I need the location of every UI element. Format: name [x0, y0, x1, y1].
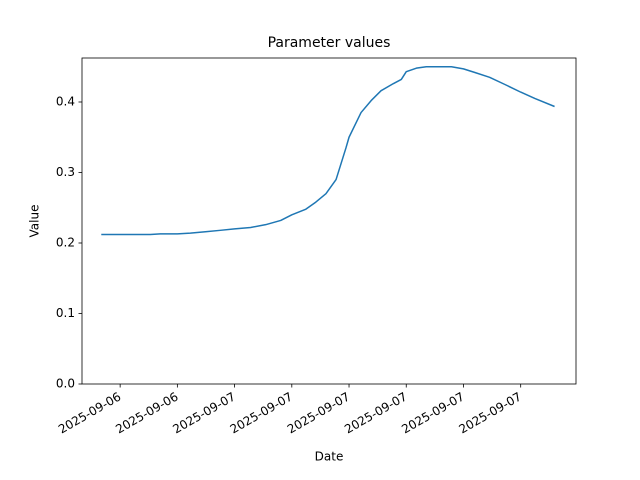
- x-tick-label: 2025-09-07: [170, 390, 237, 437]
- y-tick-label: 0.0: [56, 377, 75, 391]
- y-axis-label: Value: [28, 205, 42, 238]
- y-tick-label: 0.4: [56, 94, 75, 108]
- y-tick-label: 0.3: [56, 165, 75, 179]
- x-tick-label: 2025-09-07: [399, 390, 466, 437]
- x-tick-label: 2025-09-07: [285, 390, 352, 437]
- x-tick-label: 2025-09-06: [56, 390, 123, 437]
- chart-title: Parameter values: [268, 35, 391, 51]
- x-tick-label: 2025-09-07: [228, 390, 295, 437]
- data-line: [101, 65, 555, 236]
- x-tick-label: 2025-09-07: [457, 390, 524, 437]
- plot-frame: [81, 57, 577, 385]
- x-axis-label: Date: [315, 450, 344, 464]
- y-tick-label: 0.1: [56, 306, 75, 320]
- x-tick-label: 2025-09-07: [342, 390, 409, 437]
- x-tick-label: 2025-09-06: [113, 390, 180, 437]
- y-tick-label: 0.2: [56, 235, 75, 249]
